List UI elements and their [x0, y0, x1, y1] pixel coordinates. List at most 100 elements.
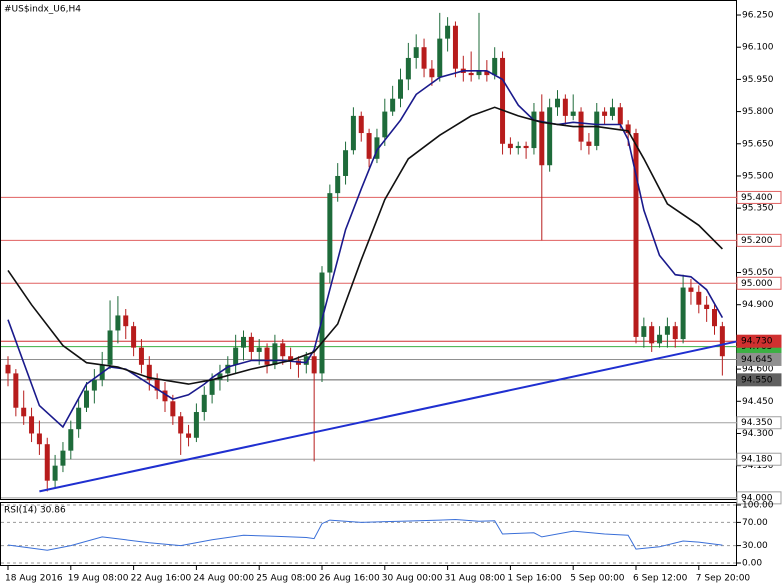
candle-body: [256, 347, 262, 352]
candle-body: [437, 38, 443, 78]
candle-body: [719, 326, 725, 357]
candle-body: [115, 315, 121, 331]
level-label-box: [736, 233, 782, 247]
candle-body: [555, 98, 560, 108]
level-label-box: [736, 276, 782, 290]
candle-body: [146, 364, 152, 380]
level-label-box: [736, 373, 782, 387]
candle-body: [617, 107, 623, 125]
candle-body: [562, 98, 568, 116]
candle-body: [452, 25, 458, 69]
y-tick-label: 94.300: [742, 429, 774, 439]
candle-body: [586, 141, 592, 146]
candle-body: [138, 347, 144, 365]
y-tick-label: 94.600: [742, 365, 774, 375]
candle-body: [84, 390, 89, 408]
candle-body: [162, 390, 168, 402]
candle-body: [131, 326, 137, 348]
y-tick-label: 94.150: [742, 461, 774, 471]
rsi-line: [7, 518, 723, 551]
trendline: [39, 340, 739, 493]
candle-body: [366, 133, 372, 159]
x-tick-label: 26 Aug 16:00: [319, 574, 380, 584]
rsi-panel: [0, 502, 737, 566]
candle-body: [209, 379, 215, 395]
x-tick-label: 1 Sep 16:00: [507, 574, 562, 584]
plot-layer: [1, 12, 739, 564]
level-label-box: [736, 452, 782, 466]
candle-body: [193, 412, 199, 438]
candle-body: [398, 79, 403, 99]
candle-body: [484, 70, 490, 76]
candle-body: [672, 326, 678, 340]
y-tick-label: 0.00: [742, 559, 762, 569]
candle-body: [602, 111, 608, 116]
candle-body: [413, 47, 419, 58]
level-label: 94.350: [741, 418, 773, 428]
candle-body: [609, 107, 615, 116]
candle-body: [350, 115, 356, 151]
candle-body: [91, 379, 97, 391]
x-tick-label: 24 Aug 00:00: [193, 574, 254, 584]
candle-body: [76, 407, 82, 430]
candle-body: [515, 145, 521, 149]
y-tick-label: 70.00: [742, 518, 768, 528]
y-tick-label: 95.050: [742, 268, 774, 278]
price-panel: [0, 0, 737, 500]
x-tick-label: 25 Aug 08:00: [256, 574, 317, 584]
chart-title: #US$indx_U6,H4: [4, 5, 81, 15]
level-label: 95.400: [741, 193, 773, 203]
level-label: 94.645: [741, 355, 773, 365]
moving-average: [7, 106, 723, 385]
candle-body: [264, 347, 270, 365]
candle-body: [390, 98, 396, 112]
candle-body: [523, 145, 529, 149]
level-label-box: [736, 416, 782, 430]
candle-body: [311, 356, 317, 374]
candle-body: [248, 336, 254, 352]
candle-body: [570, 111, 576, 116]
candle-body: [507, 143, 513, 149]
candle-body: [186, 433, 192, 438]
candle-body: [21, 407, 27, 417]
candle-body: [68, 429, 74, 451]
candle-body: [500, 57, 506, 144]
candle-body: [374, 137, 380, 159]
level-label: 94.000: [741, 493, 773, 503]
candle-body: [60, 450, 66, 466]
candle-body: [594, 111, 600, 146]
candle-body: [154, 379, 160, 391]
level-label: 94.730: [741, 337, 773, 347]
candle-body: [178, 416, 184, 434]
candle-body: [539, 111, 545, 166]
candle-body: [217, 373, 223, 380]
level-label-box: [736, 491, 782, 505]
candle-body: [633, 133, 639, 337]
candle-body: [44, 444, 50, 481]
x-tick-label: 6 Sep 12:00: [633, 574, 688, 584]
x-tick-label: 31 Aug 08:00: [445, 574, 506, 584]
x-tick-label: 18 Aug 2016: [5, 574, 63, 584]
y-tick-label: 95.800: [742, 107, 774, 117]
level-label-box: [736, 190, 782, 204]
candle-body: [680, 287, 686, 340]
candle-body: [170, 401, 176, 417]
candle-body: [272, 343, 278, 365]
y-tick-label: 95.500: [742, 171, 774, 181]
y-tick-label: 94.450: [742, 397, 774, 407]
candle-body: [625, 124, 631, 134]
candle-body: [335, 175, 341, 194]
candle-body: [468, 72, 474, 76]
candle-body: [36, 433, 42, 445]
candle-body: [13, 373, 19, 408]
moving-average: [7, 70, 724, 429]
y-tick-label: 30.00: [742, 541, 768, 551]
x-tick-label: 7 Sep 20:00: [696, 574, 751, 584]
candle-body: [5, 364, 11, 374]
candle-body: [303, 356, 309, 365]
candle-body: [421, 47, 427, 69]
candle-body: [107, 330, 113, 365]
candle-body: [649, 326, 655, 344]
y-tick-label: 95.650: [742, 139, 774, 149]
